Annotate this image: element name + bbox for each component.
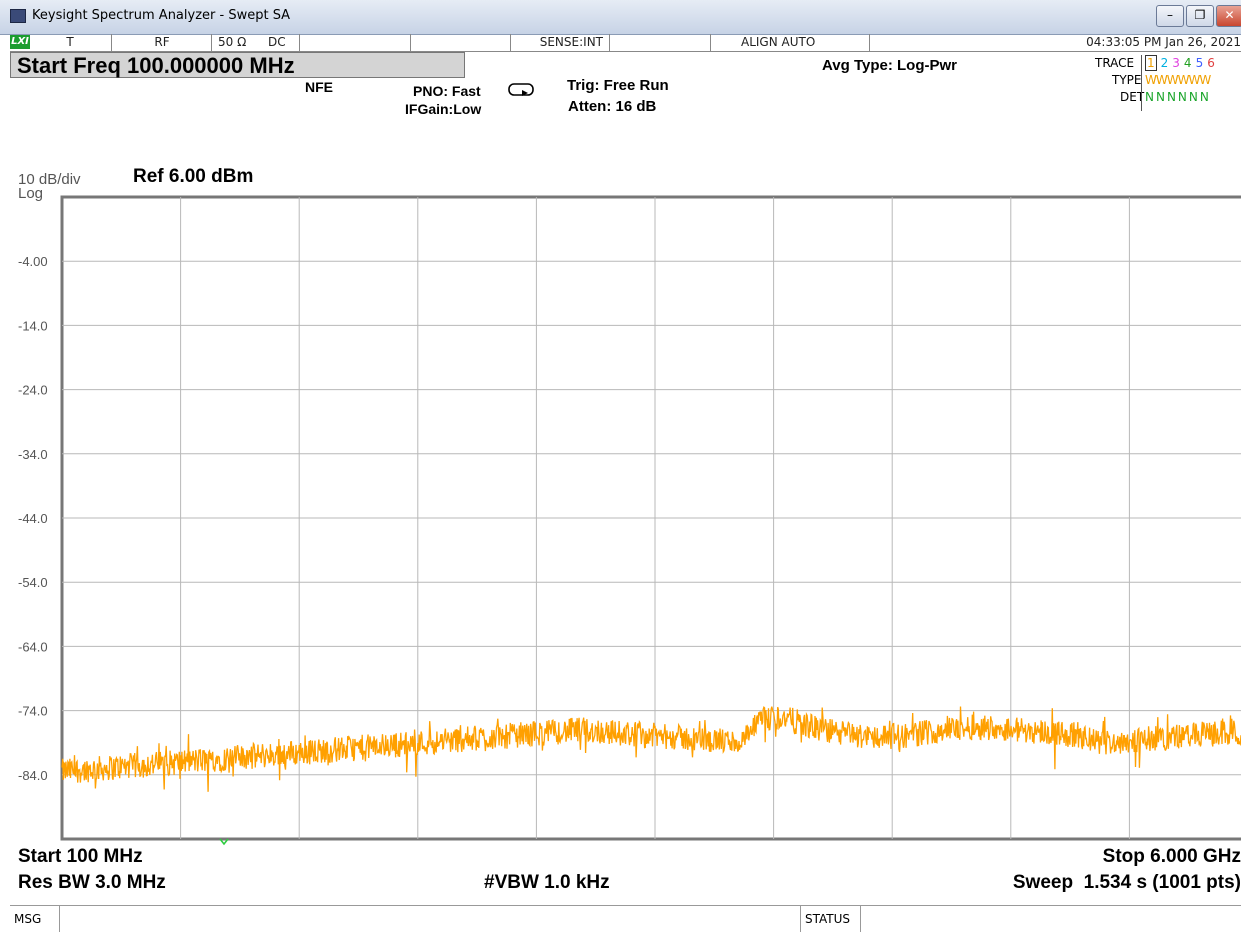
trace-number-5[interactable]: 5 [1195, 56, 1204, 70]
datetime-display: 04:33:05 PM Jan 26, 2021 [1086, 35, 1241, 49]
ifgain-label: IFGain:Low [405, 101, 482, 117]
sweep-time: Sweep 1.534 s (1001 pts) [1012, 872, 1241, 893]
y-axis-tick-labels: -4.00 -14.0 -24.0 -34.0 -44.0 -54.0 -64.0 -74.0… [18, 254, 48, 783]
y-tick-label: -4.00 [18, 254, 48, 269]
trigger-loop-icon [508, 82, 536, 103]
trace-label: TRACE [1095, 56, 1135, 70]
scale-type: Log [18, 185, 44, 202]
coupling-indicator: DC [268, 35, 286, 49]
align-indicator: ALIGN AUTO [710, 34, 870, 51]
y-tick-label: -24.0 [18, 383, 48, 398]
status-row: LXI T RF 50 Ω DC SENSE:INT ALIGN AUTO 04… [10, 34, 1241, 52]
trace-number-6[interactable]: 6 [1207, 56, 1215, 70]
atten-label: Atten: 16 dB [568, 98, 657, 115]
trace-1-line [61, 705, 1241, 792]
status-cell-empty-2 [410, 34, 511, 51]
restore-button[interactable]: ❐ [1186, 5, 1214, 27]
y-tick-label: -64.0 [18, 639, 48, 654]
y-tick-label: -74.0 [18, 704, 48, 719]
y-tick-label: -14.0 [18, 318, 48, 333]
y-tick-label: -44.0 [18, 511, 48, 526]
window-title: Keysight Spectrum Analyzer - Swept SA [32, 8, 291, 23]
status-cell-empty-1 [299, 34, 410, 51]
active-function-display[interactable]: Start Freq 100.000000 MHz [10, 52, 465, 78]
trace-number-4[interactable]: 4 [1183, 56, 1192, 70]
nfe-label: NFE [305, 79, 333, 95]
start-marker-tick [219, 838, 229, 846]
y-tick-label: -34.0 [18, 447, 48, 462]
input-indicator: RF [111, 34, 212, 51]
stop-frequency: Stop 6.000 GHz [1102, 846, 1241, 867]
avg-type-label: Avg Type: Log-Pwr [822, 57, 957, 74]
det-label: DET [1120, 90, 1145, 104]
close-button[interactable]: ✕ [1216, 5, 1241, 27]
impedance-indicator: 50 Ω [211, 34, 268, 51]
sense-indicator: SENSE:INT [510, 34, 610, 51]
window-title-bar: Keysight Spectrum Analyzer - Swept SA – … [0, 0, 1241, 35]
trigger-label: Trig: Free Run [567, 77, 669, 94]
trace-det-values: NNNNNN [1145, 90, 1211, 104]
app-icon [10, 9, 26, 23]
y-tick-label: -84.0 [18, 768, 48, 783]
start-frequency: Start 100 MHz [18, 846, 143, 867]
msg-label: MSG [10, 906, 60, 932]
trace-number-2[interactable]: 2 [1160, 56, 1169, 70]
scale-per-div: 10 dB/div [18, 171, 81, 188]
res-bw: Res BW 3.0 MHz [18, 872, 166, 893]
status-label: STATUS [800, 906, 861, 932]
y-tick-label: -54.0 [18, 575, 48, 590]
minimize-button[interactable]: – [1156, 5, 1184, 27]
lxi-badge: LXI [10, 35, 30, 49]
message-bar: MSG STATUS [10, 905, 1241, 933]
trace-type-values: WWWWWW [1145, 73, 1211, 87]
plot-grid [60, 195, 1241, 841]
trace-number-3[interactable]: 3 [1172, 56, 1180, 70]
ref-level: Ref 6.00 dBm [133, 166, 254, 187]
pno-label: PNO: Fast [413, 83, 481, 99]
trace-panel-divider [1141, 55, 1142, 111]
trigger-mode: T [66, 35, 74, 49]
type-label: TYPE [1112, 73, 1142, 87]
trace-number-1[interactable]: 1 [1145, 55, 1157, 71]
vbw: #VBW 1.0 kHz [484, 872, 610, 893]
